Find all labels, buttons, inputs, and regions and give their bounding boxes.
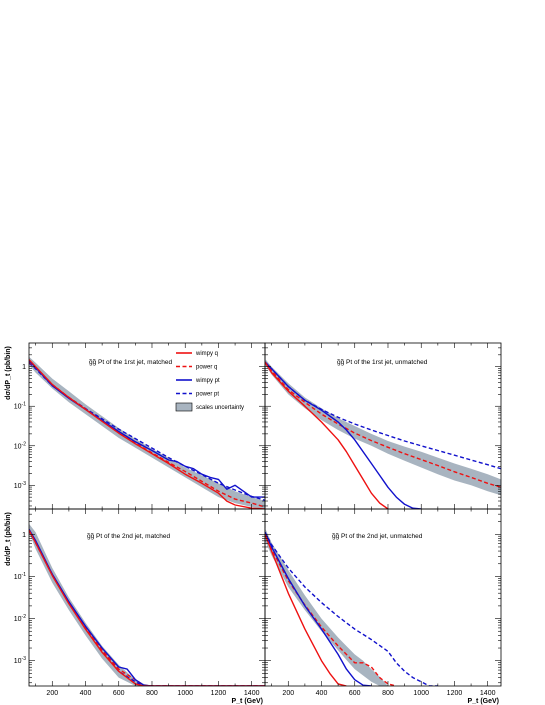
legend-label: power q xyxy=(196,365,217,371)
legend-label: wimpy pt xyxy=(195,378,220,384)
legend-entry-power-pt: power pt xyxy=(176,392,219,398)
y-tick-exponent: -3 xyxy=(22,656,27,662)
y-tick-label: 1 xyxy=(22,364,26,371)
y-tick-label: 10-2 xyxy=(14,441,26,450)
scales-uncertainty-band xyxy=(265,358,501,496)
y-tick-base: 10 xyxy=(14,616,22,623)
plot-area xyxy=(265,358,501,509)
series-power-pt xyxy=(265,361,501,470)
panel-1: 110-110-210-3g̃g̃ Pt of the 1rst jet, ma… xyxy=(5,342,266,510)
series-wimpy-q xyxy=(29,529,265,686)
panel-title: g̃g̃ Pt of the 1rst jet, unmatched xyxy=(337,359,428,366)
y-tick-label: 10-3 xyxy=(14,656,26,665)
y-tick-exponent: -2 xyxy=(22,441,27,447)
x-tick-label: 1400 xyxy=(244,690,260,697)
panel-3: 200 400 600 800 1000 1200 1400110-110-210-3g̃g… xyxy=(5,508,266,705)
legend-label: scales uncertainty xyxy=(196,405,244,411)
x-tick-label: 800 xyxy=(382,690,394,697)
legend-entry-band: scales uncertainty xyxy=(175,402,244,412)
y-axis-title: dσ/dP_t (pb/bin) xyxy=(5,346,12,400)
plot-area xyxy=(29,356,265,509)
y-axis-title: dσ/dP_t (pb/bin) xyxy=(5,512,12,566)
legend-entry-wimpy-q: wimpy q xyxy=(176,351,218,357)
plot-area xyxy=(265,528,438,686)
y-tick-exponent: -3 xyxy=(22,481,27,487)
panel-title-text: Pt of the 1rst jet, matched xyxy=(96,359,172,366)
legend-entry-wimpy-pt: wimpy pt xyxy=(176,378,220,384)
series-wimpy-q xyxy=(265,361,389,509)
panel-title-text: Pt of the 2nd jet, matched xyxy=(94,533,170,540)
y-tick-label: 10-1 xyxy=(14,572,26,581)
series-wimpy-q xyxy=(265,534,347,686)
panel-title: g̃g̃ Pt of the 1rst jet, matched xyxy=(89,359,173,366)
y-tick-base: 10 xyxy=(14,404,22,411)
y-tick-base: 10 xyxy=(14,574,22,581)
panels-layer: 110-110-210-3g̃g̃ Pt of the 1rst jet, ma… xyxy=(5,342,502,705)
panel-title-prefix: g̃g̃ xyxy=(332,533,340,540)
y-tick-label: 10-1 xyxy=(14,402,26,411)
y-tick-label: 10-3 xyxy=(14,481,26,490)
panel-title-text: Pt of the 1rst jet, unmatched xyxy=(344,359,427,366)
x-tick-label: 1000 xyxy=(177,690,193,697)
legend-swatch-box xyxy=(175,402,193,412)
panel-2: g̃g̃ Pt of the 1rst jet, unmatched xyxy=(264,342,502,510)
panel-frame xyxy=(264,508,502,687)
x-tick-label: 1200 xyxy=(211,690,227,697)
legend-label: power pt xyxy=(196,392,219,398)
panel-title-prefix: g̃g̃ xyxy=(89,359,97,366)
y-tick-exponent: -1 xyxy=(22,402,27,408)
x-axis-title: P_t (GeV) xyxy=(467,698,499,705)
panel-title-text: Pt of the 2nd jet, unmatched xyxy=(339,533,422,540)
y-tick-base: 10 xyxy=(14,443,22,450)
plot-area xyxy=(29,523,265,686)
x-tick-label: 600 xyxy=(113,690,125,697)
y-tick-exponent: -2 xyxy=(22,614,27,620)
panel-title-prefix: g̃g̃ xyxy=(337,359,345,366)
x-tick-label: 1400 xyxy=(480,690,496,697)
series-power-q xyxy=(265,534,397,686)
y-tick-base: 10 xyxy=(14,483,22,490)
legend: wimpy q power q wimpy pt power pt scales unc… xyxy=(175,351,244,412)
x-axis-title: P_t (GeV) xyxy=(231,698,263,705)
series-power-pt xyxy=(265,531,438,686)
x-tick-label: 200 xyxy=(46,690,58,697)
y-tick-label: 10-2 xyxy=(14,614,26,623)
panel-4: 200 400 600 800 1000 1200 1400 g̃g̃ Pt of the 2… xyxy=(264,508,502,705)
panel-title: g̃g̃ Pt of the 2nd jet, matched xyxy=(87,533,171,540)
legend-entry-power-q: power q xyxy=(176,365,217,371)
series-wimpy-pt xyxy=(265,361,422,509)
panel-title: g̃g̃ Pt of the 2nd jet, unmatched xyxy=(332,533,423,540)
series-wimpy-q xyxy=(29,359,265,509)
x-tick-label: 400 xyxy=(316,690,328,697)
y-tick-base: 10 xyxy=(14,658,22,665)
x-tick-label: 200 xyxy=(282,690,294,697)
x-tick-label: 600 xyxy=(349,690,361,697)
x-tick-label: 400 xyxy=(80,690,92,697)
y-tick-label: 1 xyxy=(22,532,26,539)
y-tick-exponent: -1 xyxy=(22,572,27,578)
legend-label: wimpy q xyxy=(195,351,218,357)
x-tick-label: 1000 xyxy=(413,690,429,697)
scales-uncertainty-band xyxy=(29,356,265,509)
x-tick-label: 1200 xyxy=(447,690,463,697)
series-power-q xyxy=(265,362,501,488)
panel-title-prefix: g̃g̃ xyxy=(87,533,95,540)
series-wimpy-pt xyxy=(265,531,372,686)
x-tick-label: 800 xyxy=(146,690,158,697)
